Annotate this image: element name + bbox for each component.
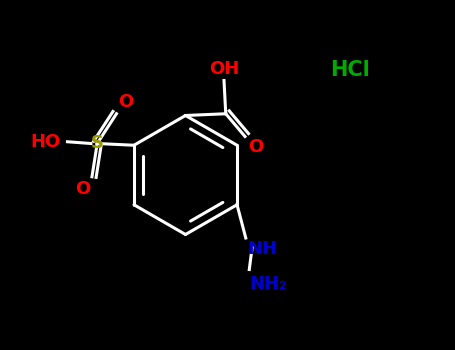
Text: HO: HO [30, 133, 61, 151]
Text: OH: OH [209, 60, 239, 78]
Text: O: O [75, 180, 90, 197]
Text: S: S [91, 134, 104, 153]
Text: NH₂: NH₂ [249, 275, 287, 293]
Text: HCl: HCl [330, 60, 370, 80]
Text: O: O [248, 138, 263, 156]
Text: O: O [118, 93, 133, 111]
Text: NH: NH [248, 240, 278, 258]
